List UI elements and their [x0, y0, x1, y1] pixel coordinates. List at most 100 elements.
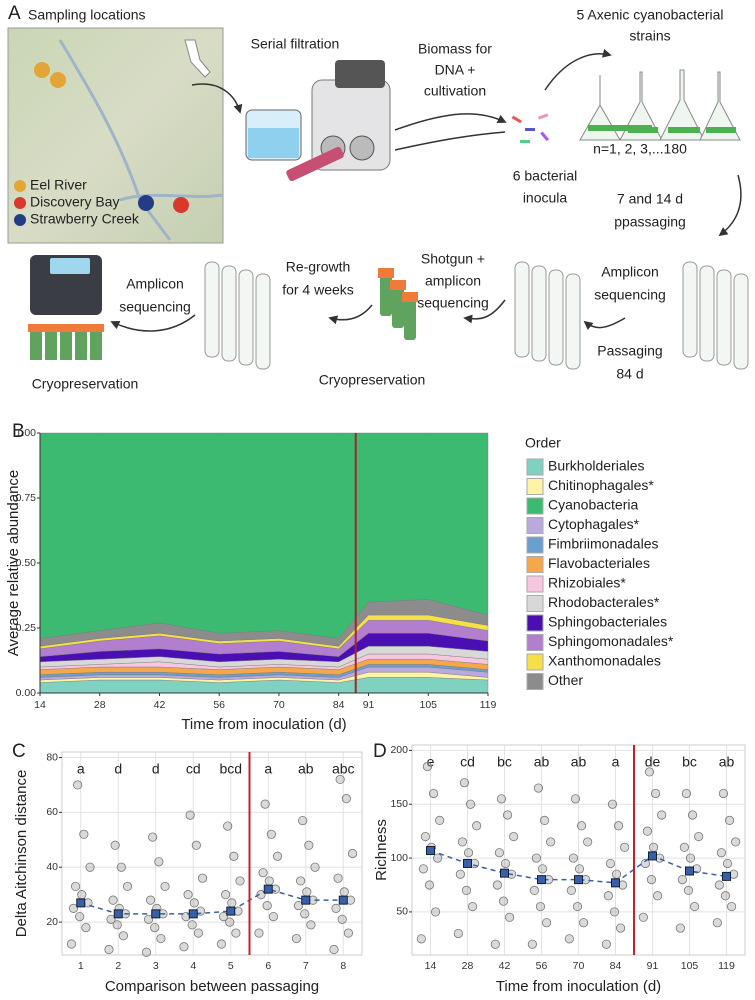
tubes-mid — [514, 261, 581, 370]
point — [566, 885, 576, 895]
pump-screen — [335, 60, 385, 88]
point — [347, 848, 358, 859]
point — [541, 918, 552, 928]
point — [268, 911, 279, 922]
x-tick-label: 70 — [273, 699, 285, 711]
y-tick-label: 0.00 — [16, 687, 37, 699]
group-letter: ab — [719, 754, 735, 770]
point — [106, 914, 116, 924]
mean-line — [80, 888, 344, 915]
point — [642, 826, 653, 836]
point — [714, 880, 724, 890]
point — [223, 821, 233, 831]
point — [293, 901, 304, 911]
point — [433, 853, 443, 863]
x-tick-label: 42 — [154, 699, 166, 711]
point — [339, 887, 349, 897]
legend-label: Cyanobacteria — [548, 497, 638, 513]
legend-label: Flavobacteriales — [548, 555, 650, 571]
legend-label: Fimbriimonadales — [548, 536, 658, 552]
mean-marker — [113, 909, 123, 919]
legend-label: Xanthomonadales — [548, 653, 661, 669]
group-letter: bc — [497, 754, 512, 770]
legend-swatch — [526, 556, 544, 573]
legend-label: Rhodobacterales* — [548, 594, 660, 610]
point — [420, 831, 431, 842]
legend-label: Eel River — [30, 177, 87, 193]
step-label: 5 Axenic cyanobacterial — [576, 7, 723, 23]
point — [81, 922, 91, 933]
x-tick-label: 91 — [647, 960, 659, 972]
legend-swatch — [526, 478, 544, 495]
point — [189, 898, 199, 908]
step-label: 7 and 14 d — [617, 191, 683, 207]
point — [490, 939, 500, 949]
point — [722, 858, 733, 869]
point — [183, 890, 193, 900]
group-letter: a — [612, 754, 620, 770]
point — [310, 862, 320, 872]
point — [615, 923, 626, 933]
panel-label: C — [12, 741, 26, 762]
point — [459, 778, 470, 788]
step-label: DNA + — [435, 62, 476, 78]
legend-swatch — [526, 536, 544, 554]
y-tick-label: 20 — [46, 916, 58, 928]
arrow — [394, 131, 506, 151]
legend-swatch — [14, 180, 26, 192]
point — [225, 917, 235, 927]
point — [529, 885, 539, 895]
point — [675, 923, 685, 933]
point — [620, 842, 630, 852]
point — [141, 947, 152, 957]
x-tick-label: 4 — [190, 960, 196, 972]
point — [564, 934, 574, 944]
step-label: Passaging — [597, 343, 662, 359]
point — [235, 876, 245, 886]
point — [492, 880, 502, 890]
point — [337, 914, 347, 924]
step-label: sequencing — [119, 299, 191, 315]
areas — [39, 432, 489, 694]
x-tick-label: 119 — [480, 699, 497, 711]
panel-label: A — [8, 3, 21, 24]
point — [689, 901, 700, 912]
y-tick-label: 80 — [46, 751, 58, 763]
legend-swatch — [526, 595, 544, 612]
point — [191, 840, 201, 850]
group-letter: abc — [332, 761, 355, 777]
point — [148, 832, 158, 842]
point — [496, 794, 507, 804]
point — [145, 895, 156, 905]
legend-swatch — [526, 614, 544, 632]
point — [254, 928, 264, 938]
x-tick-label: 28 — [462, 960, 474, 972]
point — [77, 890, 87, 900]
arrow — [110, 314, 196, 332]
step-label: cultivation — [424, 83, 486, 99]
point — [650, 788, 661, 799]
x-tick-label: 8 — [340, 960, 346, 972]
plot-area — [61, 751, 363, 956]
point — [179, 942, 189, 952]
legend-swatch — [14, 197, 26, 209]
legend-label: Other — [548, 672, 583, 688]
step-label: sequencing — [417, 295, 489, 311]
x-tick-label: 42 — [499, 960, 511, 972]
legend-swatch — [14, 214, 26, 226]
step-label: ppassaging — [614, 214, 686, 230]
legend-label: Sphingobacteriales — [548, 614, 667, 630]
step-label: 84 d — [616, 366, 643, 382]
point — [712, 918, 722, 928]
point — [576, 821, 587, 831]
panel-a-art — [7, 27, 749, 370]
group-letter: cd — [186, 761, 201, 777]
point — [648, 842, 659, 852]
point — [720, 891, 731, 901]
point — [75, 911, 85, 922]
point — [79, 829, 89, 839]
arrow — [718, 174, 742, 237]
step-label: amplicon — [425, 273, 481, 289]
point — [657, 810, 667, 820]
legend-swatch — [526, 517, 544, 534]
